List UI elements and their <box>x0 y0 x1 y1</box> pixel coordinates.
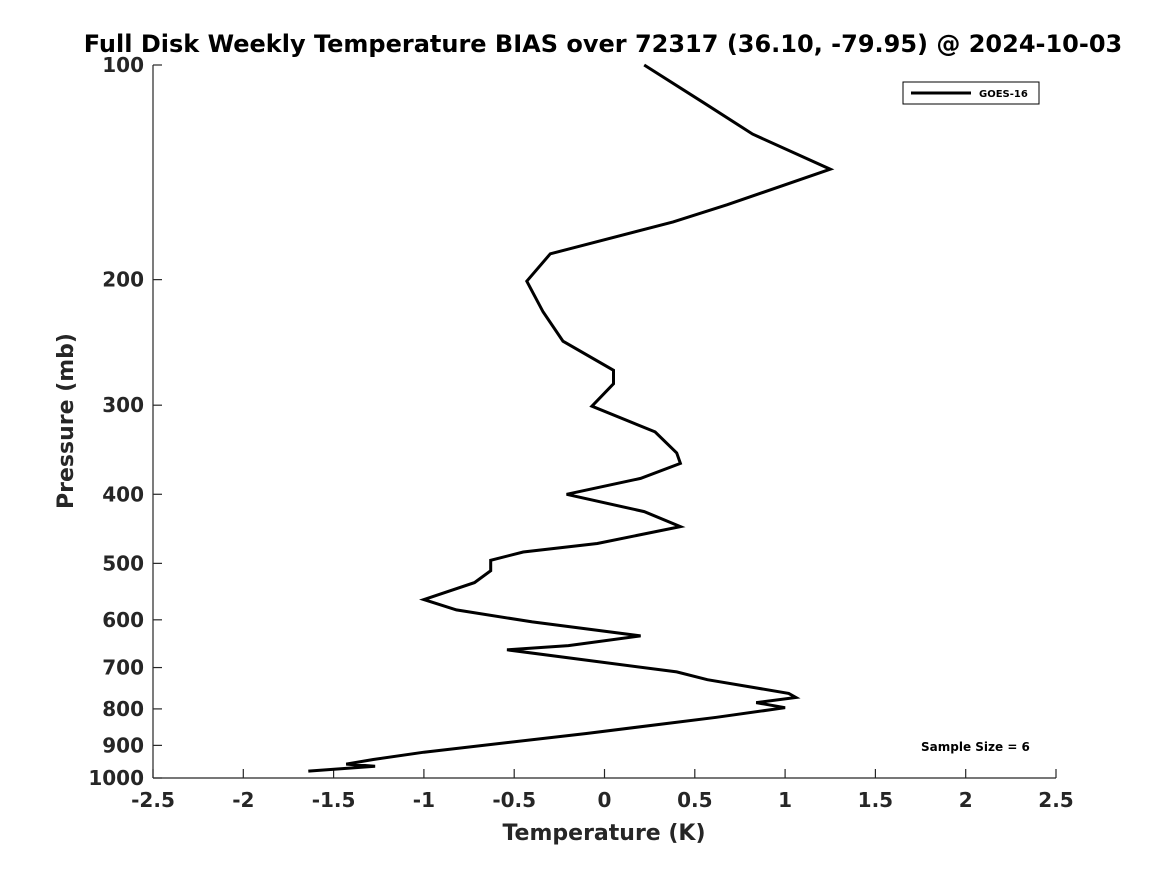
x-tick-label: 0.5 <box>677 788 712 812</box>
y-tick-label: 600 <box>102 608 144 632</box>
y-axis-label: Pressure (mb) <box>54 333 79 509</box>
plot-area: -2.5 -2 -1.5 -1 -0.5 0 0.5 1 1.5 2 2.5 100 200 300 40… <box>88 53 1073 812</box>
y-tick-label: 800 <box>102 697 144 721</box>
y-tick-label: 400 <box>102 482 144 506</box>
y-tick-label: 100 <box>102 53 144 77</box>
x-tick-label: -1.5 <box>312 788 356 812</box>
x-tick-label: 0 <box>598 788 612 812</box>
y-tick-label: 900 <box>102 733 144 757</box>
x-axis-label: Temperature (K) <box>502 821 705 846</box>
series-line-goes-16 <box>308 63 835 773</box>
x-tick-label: -1 <box>413 788 435 812</box>
x-tick-label: -0.5 <box>492 788 536 812</box>
x-tick-label: -2.5 <box>131 788 175 812</box>
x-tick-label: -2 <box>232 788 254 812</box>
chart-title: Full Disk Weekly Temperature BIAS over 7… <box>84 30 1123 58</box>
y-tick-label: 300 <box>102 393 144 417</box>
y-tick-label: 700 <box>102 656 144 680</box>
sample-size-annotation: Sample Size = 6 <box>921 740 1030 754</box>
y-tick-label: 200 <box>102 268 144 292</box>
legend-label-goes-16: GOES-16 <box>979 89 1028 100</box>
x-ticks: -2.5 -2 -1.5 -1 -0.5 0 0.5 1 1.5 2 2.5 <box>131 769 1074 812</box>
x-tick-label: 1.5 <box>858 788 893 812</box>
x-tick-label: 1 <box>778 788 792 812</box>
y-tick-label: 500 <box>102 551 144 575</box>
series-layer <box>308 63 835 773</box>
y-tick-label: 1000 <box>88 766 144 790</box>
x-tick-label: 2.5 <box>1038 788 1073 812</box>
legend: GOES-16 <box>902 81 1040 105</box>
x-tick-label: 2 <box>959 788 973 812</box>
y-ticks: 100 200 300 400 500 600 700 800 900 1000 <box>88 53 162 790</box>
